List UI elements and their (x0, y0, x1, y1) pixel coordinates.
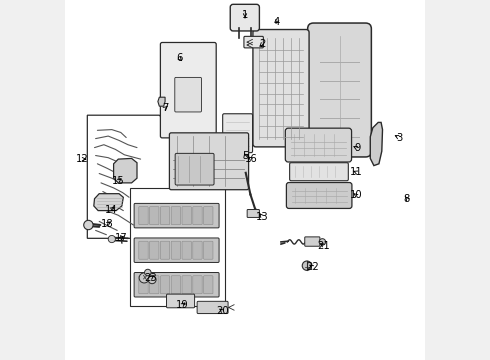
Text: 20: 20 (217, 306, 229, 316)
Text: 18: 18 (101, 219, 114, 229)
FancyBboxPatch shape (286, 183, 352, 208)
Polygon shape (94, 194, 123, 211)
FancyBboxPatch shape (197, 301, 228, 314)
Text: 14: 14 (105, 204, 118, 215)
FancyBboxPatch shape (182, 276, 192, 294)
Text: 8: 8 (404, 194, 410, 204)
FancyBboxPatch shape (244, 36, 263, 48)
Circle shape (84, 220, 93, 230)
Text: 11: 11 (349, 167, 362, 177)
Text: 23: 23 (145, 273, 157, 283)
FancyBboxPatch shape (175, 153, 214, 185)
Polygon shape (130, 188, 225, 306)
Text: 16: 16 (245, 154, 258, 164)
FancyBboxPatch shape (247, 210, 259, 217)
Text: 1: 1 (242, 10, 248, 20)
FancyBboxPatch shape (160, 276, 170, 294)
FancyBboxPatch shape (149, 276, 159, 294)
FancyBboxPatch shape (182, 207, 192, 225)
FancyBboxPatch shape (134, 203, 219, 228)
FancyBboxPatch shape (149, 207, 159, 225)
Polygon shape (370, 122, 383, 166)
Text: 17: 17 (115, 233, 127, 243)
Text: 10: 10 (349, 190, 362, 200)
Circle shape (108, 235, 116, 243)
FancyBboxPatch shape (134, 238, 219, 262)
FancyBboxPatch shape (134, 273, 219, 297)
Text: 9: 9 (354, 143, 361, 153)
Polygon shape (114, 158, 137, 183)
Text: 12: 12 (76, 154, 89, 164)
Text: 13: 13 (256, 212, 269, 222)
Text: 21: 21 (317, 240, 330, 251)
FancyBboxPatch shape (139, 241, 148, 259)
Polygon shape (158, 97, 165, 106)
FancyBboxPatch shape (222, 114, 252, 153)
FancyBboxPatch shape (175, 77, 201, 112)
FancyBboxPatch shape (160, 241, 170, 259)
Polygon shape (87, 115, 216, 238)
FancyBboxPatch shape (182, 241, 192, 259)
FancyBboxPatch shape (285, 128, 351, 162)
FancyBboxPatch shape (139, 207, 148, 225)
FancyBboxPatch shape (171, 276, 180, 294)
Circle shape (302, 261, 312, 270)
Circle shape (145, 269, 151, 276)
FancyBboxPatch shape (290, 163, 348, 181)
Text: 6: 6 (176, 53, 183, 63)
FancyBboxPatch shape (149, 241, 159, 259)
FancyBboxPatch shape (171, 207, 180, 225)
Text: 2: 2 (259, 39, 266, 49)
FancyBboxPatch shape (204, 207, 213, 225)
FancyBboxPatch shape (308, 23, 371, 157)
Text: 3: 3 (396, 132, 402, 143)
FancyBboxPatch shape (193, 276, 202, 294)
Text: 22: 22 (306, 262, 319, 272)
Circle shape (148, 276, 156, 284)
FancyBboxPatch shape (160, 42, 216, 138)
Text: 19: 19 (175, 300, 188, 310)
FancyBboxPatch shape (204, 241, 213, 259)
Circle shape (139, 273, 149, 283)
FancyBboxPatch shape (193, 207, 202, 225)
Text: 5: 5 (242, 150, 248, 161)
FancyBboxPatch shape (193, 241, 202, 259)
FancyBboxPatch shape (139, 276, 148, 294)
FancyBboxPatch shape (305, 237, 320, 246)
Text: 15: 15 (112, 176, 124, 186)
FancyBboxPatch shape (230, 4, 259, 31)
FancyBboxPatch shape (170, 133, 248, 190)
Circle shape (319, 239, 326, 245)
Text: 4: 4 (273, 17, 280, 27)
FancyBboxPatch shape (160, 207, 170, 225)
FancyBboxPatch shape (204, 276, 213, 294)
FancyBboxPatch shape (253, 30, 309, 147)
FancyBboxPatch shape (171, 241, 180, 259)
FancyBboxPatch shape (167, 294, 195, 308)
Text: 7: 7 (162, 103, 168, 113)
